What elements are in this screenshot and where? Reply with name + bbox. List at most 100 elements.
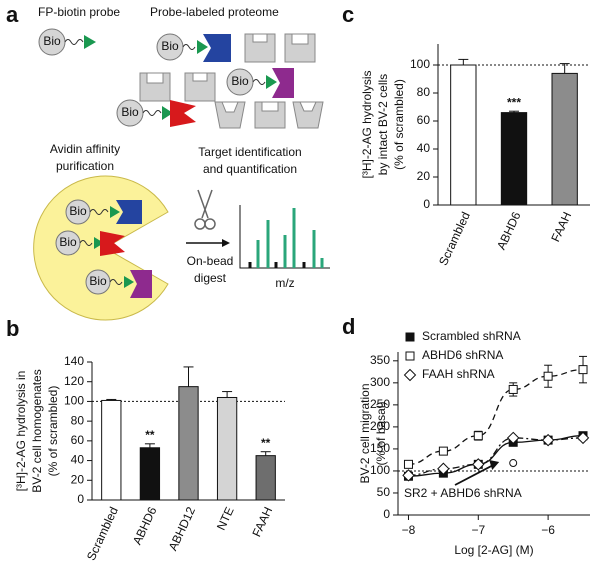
y-tick-label: 150 [370,441,390,455]
x-axis-label: Log [2-AG] (M) [454,543,533,557]
y-tick-label: 100 [64,394,84,408]
legend-label: FAAH shRNA [422,367,495,381]
x-tick-label: −6 [541,523,555,537]
y-axis-label: [³H]-2-AG hydrolysis in [14,371,28,492]
bar [255,455,276,501]
y-tick-label: 200 [370,419,390,433]
bio-label: Bio [43,34,61,48]
marker [403,368,417,382]
protein [116,200,142,224]
bar [450,64,477,206]
y-tick-label: 20 [71,472,85,486]
y-tick-label: 60 [417,113,431,127]
linker [89,209,109,215]
protein [184,72,216,102]
annotation-arrow [454,464,494,486]
linker [252,79,266,85]
x-tick-label: ABHD12 [166,504,199,553]
x-tick-label: −8 [402,523,416,537]
marker [405,351,415,361]
bio-label: Bio [59,235,77,249]
spectrum-axes [239,205,330,269]
protein [203,34,231,62]
marker [473,431,483,441]
y-axis-label: (% of scrambled) [46,386,60,477]
protein [244,33,276,63]
y-tick-label: 120 [64,374,84,388]
bar [500,112,528,206]
bio-label: Bio [69,204,87,218]
y-axis-label: BV-2 cell homogenates [30,369,44,492]
fp-head [110,206,120,218]
protein [214,101,246,129]
protein [139,72,171,102]
y-axis-label: BV-2 cell migration [358,383,372,483]
y-axis-label: by intact BV-2 cells [376,74,390,175]
mz-label: m/z [275,276,294,290]
y-tick-label: 80 [417,85,431,99]
significance-label: *** [507,95,521,109]
y-tick-label: 100 [410,57,430,71]
y-tick-label: 0 [423,197,430,211]
fp-head [162,106,173,120]
linker [64,39,84,45]
proteome-title: Probe-labeled proteome [150,5,279,19]
marker [508,384,518,394]
annotation-label: SR2 + ABHD6 shRNA [404,486,522,500]
marker [437,462,450,475]
linker [79,240,93,246]
linker [182,44,196,50]
arrow-head [222,239,230,247]
purification-title: purification [56,159,114,173]
y-axis-label: (% of basal) [374,401,388,465]
panel-label: a [6,2,19,27]
bar [139,447,161,501]
fp-head [266,75,277,89]
fp-head [124,276,134,288]
series-line [408,435,584,477]
bar [551,72,578,206]
protein [254,101,286,129]
y-tick-label: 100 [370,463,390,477]
y-tick-label: 40 [71,453,85,467]
probe-title: FP-biotin probe [38,5,120,19]
marker [543,371,553,381]
panel-a: FP-biotin probe Probe-labeled proteome B… [33,5,330,321]
fp-head [84,35,96,49]
annotation-arrow-head [489,460,500,471]
protein [284,33,316,63]
fp-head [94,237,104,249]
y-tick-label: 50 [377,485,391,499]
series-line [408,437,584,477]
x-tick-label: FAAH [249,505,275,539]
y-tick-label: 0 [383,507,390,521]
identification-title: and quantification [203,162,297,176]
marker [403,459,413,469]
marker [578,365,588,375]
y-tick-label: 20 [417,169,431,183]
marker [438,446,448,456]
digest-label: digest [194,271,227,285]
protein [130,270,152,298]
y-tick-label: 350 [370,353,390,367]
panel-label: c [342,2,354,27]
bio-label: Bio [161,39,179,53]
bar [178,386,199,501]
fp-head [197,40,208,54]
bio-label: Bio [89,274,107,288]
marker [405,332,415,342]
protein [292,101,324,129]
y-tick-label: 60 [71,433,85,447]
significance-label: ** [261,436,271,450]
marker [509,459,518,468]
identification-title: Target identification [198,145,301,159]
x-tick-label: −7 [471,523,485,537]
marker [402,469,415,482]
linker [142,110,162,116]
marker [506,431,520,445]
y-axis-label: [³H]-2-AG hydrolysis [360,70,374,178]
digest-label: On-bead [187,254,234,268]
marker [472,458,485,471]
marker [541,433,555,447]
